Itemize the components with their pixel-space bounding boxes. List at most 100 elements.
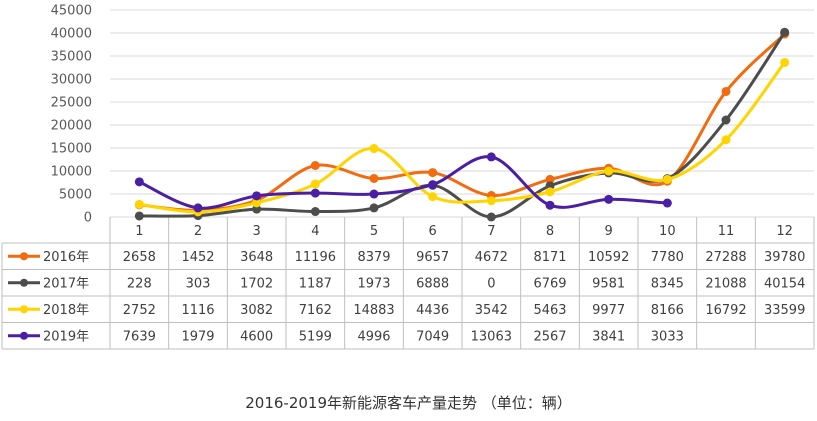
data-label: 4436 bbox=[416, 303, 449, 318]
data-label: 7780 bbox=[651, 250, 684, 265]
data-point bbox=[662, 174, 672, 184]
legend-key-marker bbox=[20, 331, 28, 340]
data-point bbox=[662, 198, 672, 208]
y-tick-label: 20000 bbox=[51, 119, 92, 134]
y-axis: 0 5000 10000 15000 20000 25000 30000 35000 40000… bbox=[51, 4, 92, 226]
y-tick-label: 15000 bbox=[51, 142, 92, 157]
data-point bbox=[780, 27, 790, 37]
data-label: 21088 bbox=[705, 276, 746, 291]
series-line bbox=[137, 60, 787, 214]
data-point bbox=[721, 115, 731, 125]
data-label: 1452 bbox=[181, 250, 214, 265]
data-point bbox=[369, 144, 379, 154]
data-point bbox=[310, 160, 320, 170]
data-label: 16792 bbox=[705, 303, 746, 318]
x-tick-label: 7 bbox=[487, 224, 495, 239]
series-line bbox=[137, 155, 669, 210]
data-label: 303 bbox=[186, 276, 211, 291]
data-label: 4996 bbox=[357, 329, 390, 344]
data-point bbox=[604, 166, 614, 176]
data-label: 4600 bbox=[240, 329, 273, 344]
data-point bbox=[252, 191, 262, 201]
data-label: 8171 bbox=[533, 250, 566, 265]
x-tick-label: 3 bbox=[253, 224, 261, 239]
data-point bbox=[545, 200, 555, 210]
data-point bbox=[780, 57, 790, 67]
x-tick-label: 5 bbox=[370, 224, 378, 239]
legend-label: 2018年 bbox=[43, 303, 89, 318]
data-label: 1702 bbox=[240, 276, 273, 291]
data-label: 228 bbox=[127, 276, 152, 291]
data-point bbox=[369, 203, 379, 213]
x-tick-label: 11 bbox=[718, 224, 735, 239]
y-tick-label: 0 bbox=[84, 211, 92, 226]
data-label: 8166 bbox=[651, 303, 684, 318]
data-label: 3841 bbox=[592, 329, 625, 344]
data-label: 5463 bbox=[533, 303, 566, 318]
data-point bbox=[252, 198, 262, 208]
x-tick-label: 8 bbox=[546, 224, 554, 239]
data-label: 27288 bbox=[705, 250, 746, 265]
data-label: 9657 bbox=[416, 250, 449, 265]
data-point bbox=[428, 168, 438, 178]
data-label: 7639 bbox=[123, 329, 156, 344]
data-label: 1973 bbox=[357, 276, 390, 291]
data-label: 9581 bbox=[592, 276, 625, 291]
data-label: 10592 bbox=[588, 250, 629, 265]
legend-label: 2019年 bbox=[43, 329, 89, 344]
data-point bbox=[721, 86, 731, 96]
data-label: 1979 bbox=[181, 329, 214, 344]
chart: 0 5000 10000 15000 20000 25000 30000 35000 40000… bbox=[1, 4, 815, 350]
data-label: 3648 bbox=[240, 250, 273, 265]
data-point bbox=[252, 204, 262, 214]
data-label: 2658 bbox=[123, 250, 156, 265]
data-point bbox=[545, 187, 555, 197]
data-label: 7049 bbox=[416, 329, 449, 344]
data-label: 9977 bbox=[592, 303, 625, 318]
data-point bbox=[193, 203, 203, 213]
data-label: 1187 bbox=[299, 276, 332, 291]
data-label: 8379 bbox=[357, 250, 390, 265]
x-tick-label: 9 bbox=[605, 224, 613, 239]
data-label: 5199 bbox=[299, 329, 332, 344]
data-point bbox=[369, 189, 379, 199]
data-point bbox=[134, 211, 144, 221]
data-point bbox=[134, 199, 144, 209]
legend-label: 2017年 bbox=[43, 276, 89, 291]
data-point bbox=[310, 207, 320, 217]
data-label: 39780 bbox=[764, 250, 805, 265]
x-tick-label: 2 bbox=[194, 224, 202, 239]
y-tick-label: 45000 bbox=[51, 4, 92, 19]
series-lines bbox=[134, 27, 790, 222]
data-point bbox=[721, 135, 731, 145]
data-label: 11196 bbox=[295, 250, 336, 265]
data-label: 6769 bbox=[533, 276, 566, 291]
y-tick-label: 35000 bbox=[51, 50, 92, 65]
data-label: 3542 bbox=[475, 303, 508, 318]
data-label: 2752 bbox=[123, 303, 156, 318]
y-tick-label: 30000 bbox=[51, 73, 92, 88]
x-tick-label: 1 bbox=[135, 224, 143, 239]
gridlines bbox=[110, 9, 814, 218]
x-tick-label: 4 bbox=[311, 224, 319, 239]
data-label: 3082 bbox=[240, 303, 273, 318]
y-tick-label: 10000 bbox=[51, 165, 92, 180]
y-tick-label: 40000 bbox=[51, 27, 92, 42]
x-tick-label: 12 bbox=[776, 224, 793, 239]
x-tick-label: 10 bbox=[659, 224, 676, 239]
data-point bbox=[369, 173, 379, 183]
data-point bbox=[604, 194, 614, 204]
legend-key-marker bbox=[20, 252, 28, 261]
data-label: 4672 bbox=[475, 250, 508, 265]
data-point bbox=[134, 177, 144, 187]
data-label: 7162 bbox=[299, 303, 332, 318]
x-tick-label: 6 bbox=[429, 224, 437, 239]
data-label: 13063 bbox=[471, 329, 512, 344]
data-point bbox=[428, 180, 438, 190]
data-label: 33599 bbox=[764, 303, 805, 318]
legend-key-marker bbox=[20, 278, 28, 287]
data-point bbox=[310, 179, 320, 189]
y-tick-label: 25000 bbox=[51, 96, 92, 111]
data-label: 6888 bbox=[416, 276, 449, 291]
